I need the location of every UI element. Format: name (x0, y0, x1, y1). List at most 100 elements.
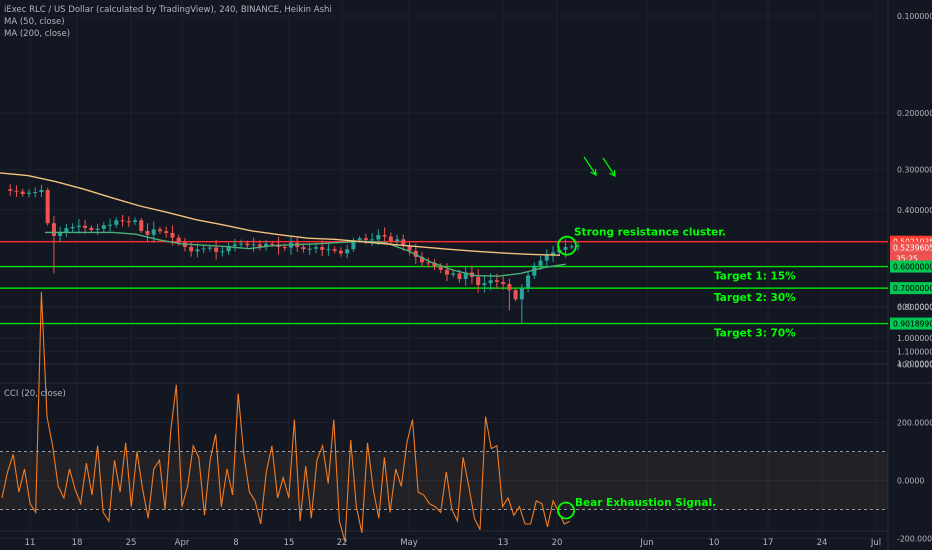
candle-body (457, 273, 462, 280)
ma200-line (0, 172, 561, 256)
down-arrow-1-head (590, 168, 597, 177)
candle-body (201, 248, 206, 250)
candle-body (326, 249, 331, 251)
candle-body (120, 220, 125, 222)
candle-body (33, 191, 38, 193)
candle-body (239, 243, 244, 245)
candle-body (444, 269, 450, 275)
candle-body (413, 250, 418, 257)
candle-body (407, 246, 412, 251)
ma200-label: MA (200, close) (4, 29, 70, 39)
cci-line (1, 291, 571, 542)
candle-body (463, 272, 468, 280)
target-1-price-label: 0.6000000 (893, 263, 932, 272)
x-tick-label: Jul (870, 538, 881, 548)
countdown-badge (890, 253, 932, 265)
x-tick-label: 18 (72, 538, 83, 548)
candle-body (26, 192, 31, 194)
candle-body (114, 220, 119, 225)
candle-body (313, 247, 318, 249)
x-tick-label: 13 (498, 538, 509, 548)
chart-title: iExec RLC / US Dollar (calculated by Tra… (4, 5, 332, 15)
cci-tick-label: 0.0000 (897, 477, 924, 486)
candle-body (488, 280, 493, 284)
x-tick-label: 22 (337, 538, 348, 548)
candle-body (432, 262, 437, 267)
candle-body (426, 262, 431, 264)
candle-body (164, 231, 169, 234)
target-3-price-badge (890, 317, 932, 330)
down-arrow-1 (583, 156, 597, 176)
candle-body (482, 283, 487, 285)
candle-body (101, 225, 106, 229)
candle-body (382, 235, 387, 237)
candle-body (132, 220, 138, 222)
candle-body (95, 228, 100, 231)
candle-body (264, 243, 269, 247)
candle-body (476, 276, 481, 285)
target-1-label: Target 1: 15% (714, 271, 796, 283)
candle-body (39, 189, 44, 192)
candle-body (526, 275, 531, 289)
candle-body (207, 247, 212, 249)
candle-body (145, 230, 150, 235)
x-tick-label: 17 (763, 538, 774, 548)
candle-body (563, 247, 568, 250)
ma50-line (45, 231, 567, 277)
candle-body (507, 284, 512, 291)
current-price-label: 0.5239605 (893, 244, 932, 253)
cci-panel[interactable] (0, 291, 888, 542)
candle-body (501, 281, 506, 285)
candle-body (151, 229, 156, 235)
candle-body (170, 233, 175, 238)
candle-body (270, 243, 275, 245)
candle-body (108, 224, 113, 226)
candle-body (451, 273, 456, 275)
candle-body (363, 238, 368, 240)
candle-body (395, 239, 400, 242)
candle-body (58, 232, 63, 236)
down-arrow-2 (602, 157, 616, 177)
candle-body (8, 189, 13, 191)
cci-tick-label: 400.0000 (897, 361, 932, 370)
candle-body (551, 252, 556, 256)
candle-body (139, 220, 144, 231)
candle-body (64, 228, 69, 233)
candle-body (419, 256, 425, 263)
legend-header: iExec RLC / US Dollar (calculated by Tra… (4, 5, 332, 399)
candle-body (370, 239, 375, 241)
x-tick-label: 8 (233, 538, 238, 548)
x-tick-label: Apr (175, 538, 190, 548)
candle-body (388, 236, 393, 242)
cci-circle (557, 501, 575, 520)
candle-body (351, 240, 356, 250)
target-2-price-badge (890, 282, 932, 295)
candle-body (494, 280, 499, 282)
x-tick-label: 20 (552, 538, 563, 548)
moving-averages (0, 172, 567, 277)
cci-band-fill (0, 451, 888, 510)
cci-label: CCI (20, close) (4, 389, 66, 399)
axes: 11 18 25 Apr 8 15 22 May 13 20 Jun 10 17 24 Jul 0.10000… (25, 12, 932, 548)
resistance-circle (557, 235, 577, 256)
target-3-price-label: 0.9018990 (893, 320, 932, 329)
candle-body (357, 238, 362, 241)
ma50-label: MA (50, close) (4, 17, 65, 27)
x-tick-label: May (400, 538, 418, 548)
candle-body (126, 221, 131, 223)
cci-note: Bear Exhaustion Signal. (575, 497, 716, 509)
candle-body (226, 246, 231, 252)
candle-body (345, 249, 350, 254)
candle-body (45, 189, 50, 224)
candle-body (14, 190, 19, 192)
candle-body (20, 191, 25, 194)
